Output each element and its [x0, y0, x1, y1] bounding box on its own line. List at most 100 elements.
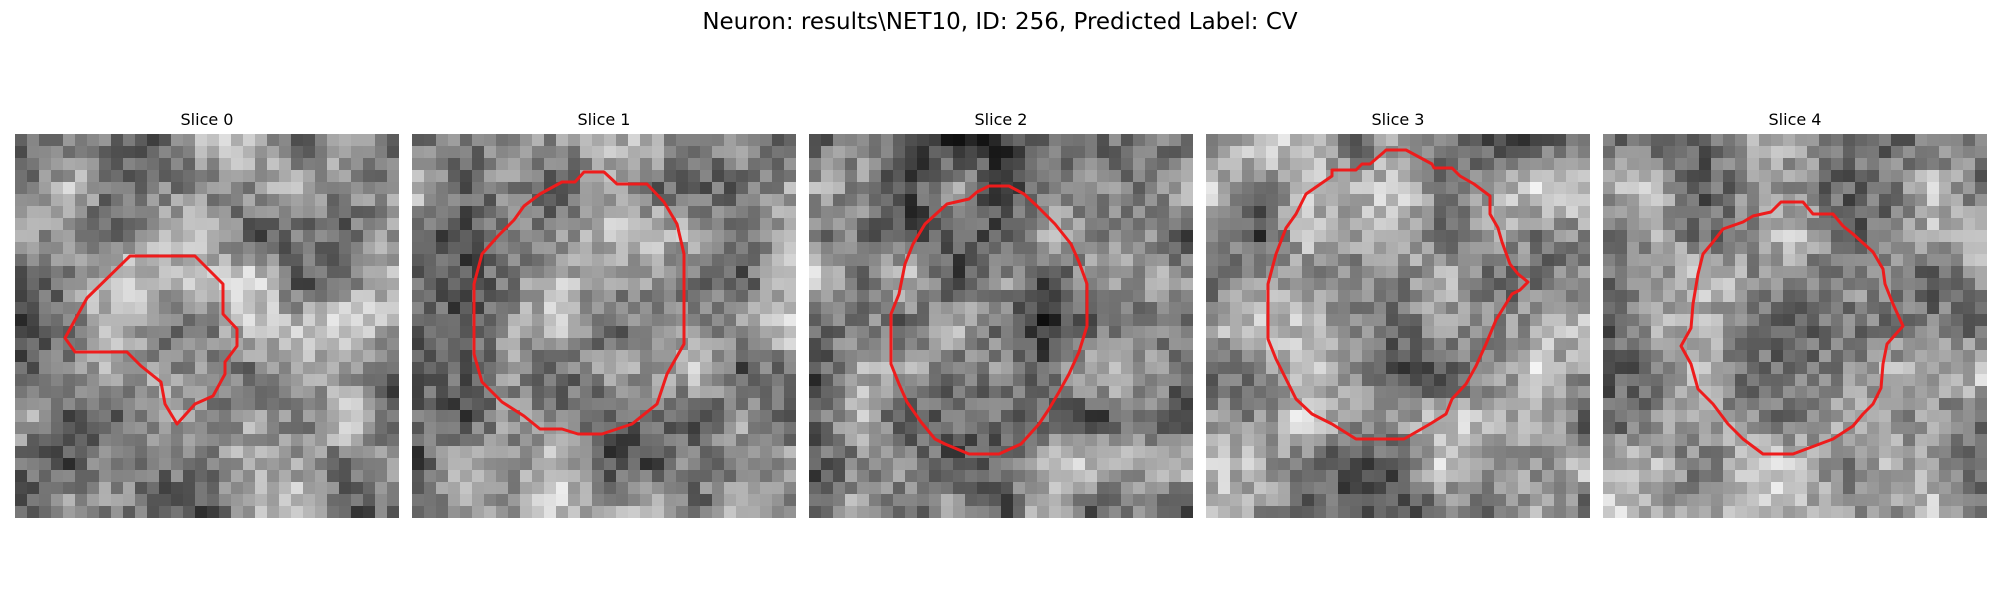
- pixel: [905, 302, 918, 315]
- pixel: [508, 494, 521, 507]
- pixel: [1398, 254, 1411, 267]
- pixel: [1037, 482, 1050, 495]
- pixel: [556, 434, 569, 447]
- pixel: [1506, 218, 1519, 231]
- pixel: [291, 338, 304, 351]
- pixel: [1879, 398, 1892, 411]
- pixel: [1927, 134, 1940, 147]
- pixel: [363, 206, 376, 219]
- pixel: [1374, 326, 1387, 339]
- pixel: [1482, 302, 1495, 315]
- pixel: [1675, 158, 1688, 171]
- pixel: [1097, 494, 1110, 507]
- pixel: [893, 398, 906, 411]
- pixel: [207, 134, 220, 147]
- pixel: [1362, 410, 1375, 423]
- pixel: [1783, 242, 1796, 255]
- pixel: [1374, 338, 1387, 351]
- pixel: [1951, 386, 1964, 399]
- pixel: [1819, 386, 1832, 399]
- pixel: [1627, 422, 1640, 435]
- pixel: [1290, 482, 1303, 495]
- pixel: [700, 338, 713, 351]
- pixel: [1290, 470, 1303, 483]
- pixel: [303, 434, 316, 447]
- pixel: [616, 302, 629, 315]
- pixel: [1831, 170, 1844, 183]
- pixel: [1422, 338, 1435, 351]
- pixel: [1663, 278, 1676, 291]
- pixel: [1891, 422, 1904, 435]
- pixel: [219, 254, 232, 267]
- pixel: [1145, 386, 1158, 399]
- pixel: [736, 506, 749, 518]
- pixel: [760, 242, 773, 255]
- pixel: [628, 470, 641, 483]
- pixel: [1554, 422, 1567, 435]
- pixel: [833, 278, 846, 291]
- pixel: [1073, 278, 1086, 291]
- pixel: [676, 302, 689, 315]
- pixel: [1530, 494, 1543, 507]
- pixel: [772, 482, 785, 495]
- pixel: [929, 134, 942, 147]
- pixel: [111, 374, 124, 387]
- pixel: [147, 242, 160, 255]
- pixel: [1506, 170, 1519, 183]
- pixel: [989, 506, 1002, 518]
- pixel: [833, 302, 846, 315]
- pixel: [123, 470, 136, 483]
- pixel: [1097, 338, 1110, 351]
- pixel: [1338, 218, 1351, 231]
- slice-image-3: [1206, 134, 1590, 518]
- pixel: [1001, 374, 1014, 387]
- pixel: [75, 506, 88, 518]
- pixel: [532, 482, 545, 495]
- pixel: [327, 194, 340, 207]
- pixel: [1819, 182, 1832, 195]
- pixel: [544, 254, 557, 267]
- pixel: [1494, 194, 1507, 207]
- pixel: [15, 398, 28, 411]
- pixel: [1578, 362, 1590, 375]
- pixel: [1807, 158, 1820, 171]
- pixel: [412, 242, 425, 255]
- pixel: [616, 494, 629, 507]
- pixel: [1927, 302, 1940, 315]
- pixel: [1470, 170, 1483, 183]
- pixel: [27, 470, 40, 483]
- pixel: [496, 242, 509, 255]
- pixel: [857, 206, 870, 219]
- pixel: [387, 494, 399, 507]
- pixel: [700, 266, 713, 279]
- pixel: [1169, 266, 1182, 279]
- pixel: [1013, 218, 1026, 231]
- pixel: [628, 482, 641, 495]
- pixel: [159, 350, 172, 363]
- pixel: [436, 506, 449, 518]
- pixel: [1699, 410, 1712, 423]
- pixel: [1603, 422, 1616, 435]
- pixel: [628, 278, 641, 291]
- pixel: [953, 278, 966, 291]
- pixel: [1133, 350, 1146, 363]
- pixel: [87, 374, 100, 387]
- pixel: [183, 350, 196, 363]
- pixel: [147, 422, 160, 435]
- pixel: [1819, 458, 1832, 471]
- pixel: [688, 170, 701, 183]
- pixel: [1338, 434, 1351, 447]
- pixel: [1759, 374, 1772, 387]
- pixel: [556, 158, 569, 171]
- pixel: [604, 398, 617, 411]
- pixel: [1446, 350, 1459, 363]
- pixel: [1759, 398, 1772, 411]
- pixel: [1169, 254, 1182, 267]
- pixel: [628, 338, 641, 351]
- pixel: [267, 494, 280, 507]
- pixel: [1566, 506, 1579, 518]
- pixel: [171, 470, 184, 483]
- pixel: [387, 374, 399, 387]
- pixel: [1530, 290, 1543, 303]
- pixel: [1133, 302, 1146, 315]
